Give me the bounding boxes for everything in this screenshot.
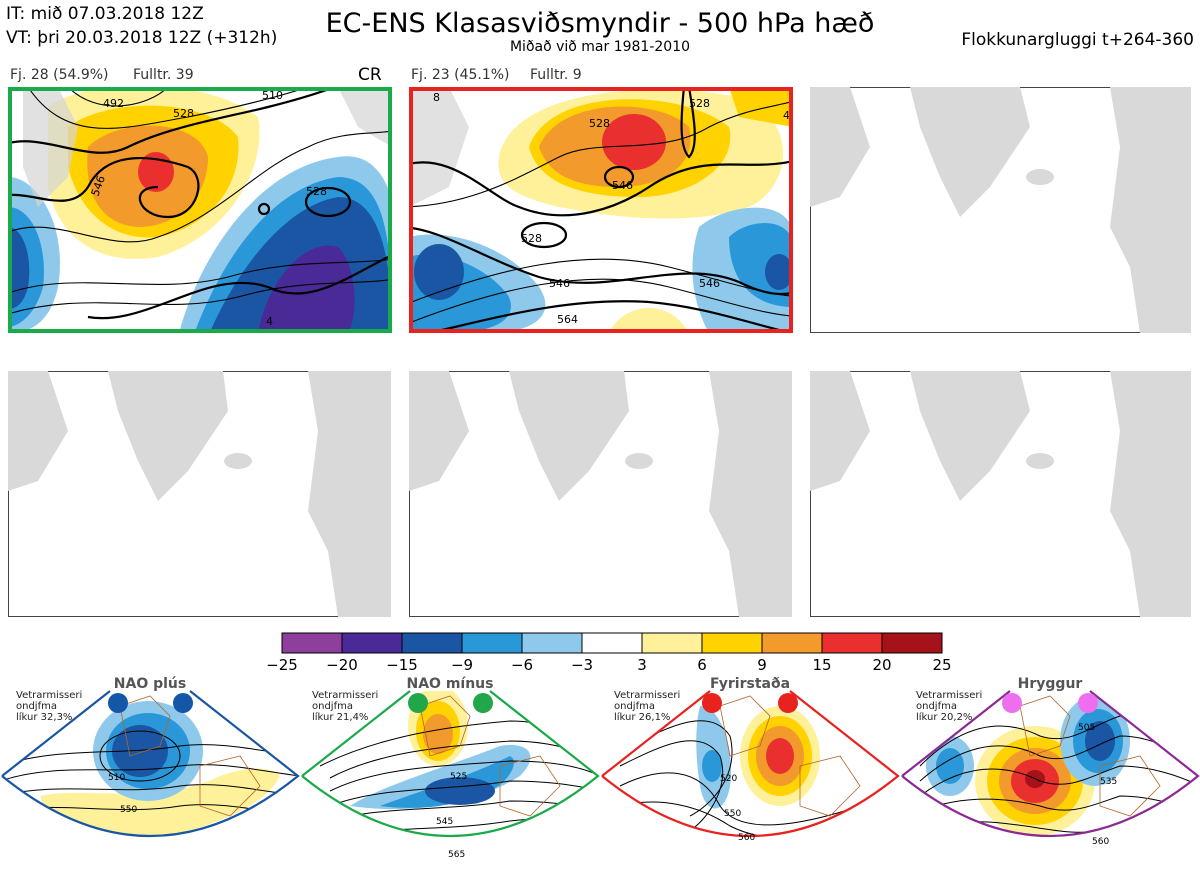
regime-name: Fyrirstaða — [709, 676, 791, 692]
colorbar-swatch — [521, 632, 583, 654]
colorbar-tick-label: 9 — [757, 656, 767, 674]
cluster-2-label: Fj. 23 (45.1%) — [411, 67, 510, 83]
colorbar-swatch — [281, 632, 343, 654]
colorbar-tick-label: −20 — [326, 656, 358, 674]
page-subtitle: Miðað við mar 1981-2010 — [509, 39, 691, 55]
colorbar-swatch — [821, 632, 883, 654]
contour-label: 505 — [1078, 723, 1095, 733]
contour-label: 560 — [738, 833, 755, 843]
contour-label: 528 — [689, 97, 710, 110]
colorbar-swatch — [461, 632, 523, 654]
regime-note: Vetrarmisseri ondjfma líkur 21,4% — [312, 690, 379, 723]
colorbar — [280, 632, 944, 654]
cluster-2-map[interactable]: 528 546 528 546 546 564 528 8 4 — [409, 87, 793, 333]
colorbar-tick-label: 15 — [812, 656, 832, 674]
regime-dot — [173, 693, 193, 713]
colorbar-swatch — [641, 632, 703, 654]
valid-time: VT: þri 20.03.2018 12Z (+312h) — [6, 28, 278, 48]
colorbar-tick-label: −25 — [266, 656, 298, 674]
contour-label: 8 — [433, 91, 440, 104]
colorbar-swatch — [881, 632, 943, 654]
contour-label: 546 — [549, 277, 570, 290]
contour-label: 525 — [450, 772, 467, 782]
colorbar-tick-label: −9 — [450, 656, 474, 674]
contour-label: 528 — [173, 107, 194, 120]
cluster-1-frame — [8, 87, 392, 333]
cluster-2-representative: Fulltr. 9 — [530, 67, 582, 83]
cluster-2-frame — [409, 87, 793, 333]
regime-dot — [1078, 693, 1098, 713]
contour-label: 492 — [103, 97, 124, 110]
contour-label: 565 — [448, 850, 465, 860]
regime-note: Vetrarmisseri ondjfma líkur 20,2% — [916, 690, 983, 723]
regime-note: Vetrarmisseri ondjfma líkur 26,1% — [614, 690, 681, 723]
regime-dot — [778, 693, 798, 713]
regime-dot — [108, 693, 128, 713]
regime-name: NAO mínus — [406, 676, 494, 692]
contour-label: 528 — [306, 185, 327, 198]
contour-label: 4 — [266, 315, 273, 328]
contour-label: 520 — [720, 774, 737, 784]
colorbar-tick-label: −15 — [386, 656, 418, 674]
colorbar-tick-label: 3 — [637, 656, 647, 674]
contour-label: 550 — [120, 805, 137, 815]
contour-label: 528 — [521, 232, 542, 245]
contour-label: 546 — [612, 179, 633, 192]
contour-label: 546 — [699, 277, 720, 290]
page-title: EC-ENS Klasasviðsmyndir - 500 hPa hæð — [325, 8, 875, 39]
regime-blocking[interactable]: 520 550 560 Fyrirstaða Vetrarmisseri ondj… — [600, 666, 900, 871]
contour-label: 560 — [1092, 837, 1109, 847]
colorbar-swatch — [761, 632, 823, 654]
regime-dot — [473, 693, 493, 713]
colorbar-tick-label: 6 — [697, 656, 707, 674]
contour-label: 545 — [436, 817, 453, 827]
colorbar-tick-label: 25 — [932, 656, 952, 674]
regime-dot — [702, 693, 722, 713]
colorbar-tick-label: −6 — [510, 656, 534, 674]
empty-map-panel — [409, 371, 792, 617]
empty-map-panel — [8, 371, 391, 617]
regime-nao-plus[interactable]: 510 550 NAO plús Vetrarmisseri ondjfma lík… — [0, 666, 300, 871]
regime-dot — [408, 693, 428, 713]
contour-label: 535 — [1100, 777, 1117, 787]
empty-map-panel — [810, 87, 1191, 333]
colorbar-swatch — [401, 632, 463, 654]
contour-label: 510 — [262, 89, 283, 102]
colorbar-swatch — [581, 632, 643, 654]
regime-name: NAO plús — [113, 676, 187, 692]
regime-note: Vetrarmisseri ondjfma líkur 32,3% — [16, 690, 83, 723]
regime-name: Hryggur — [1017, 676, 1083, 692]
cluster-1-regime-code: CR — [358, 65, 382, 85]
regime-ridge[interactable]: 505 535 560 Hryggur Vetrarmisseri ondjfma… — [900, 666, 1200, 871]
contour-label: 510 — [108, 773, 125, 783]
empty-map-panel — [810, 371, 1191, 617]
cluster-1-map[interactable]: 492 528 546 528 510 4 — [8, 87, 392, 333]
contour-label: 564 — [557, 313, 578, 326]
colorbar-swatch — [701, 632, 763, 654]
colorbar-tick-label: 20 — [872, 656, 892, 674]
colorbar-tick-label: −3 — [570, 656, 594, 674]
classification-window: Flokkunargluggi t+264-360 — [961, 30, 1194, 50]
cluster-1-representative: Fulltr. 39 — [133, 67, 194, 83]
contour-label: 4 — [783, 109, 790, 122]
regime-nao-minus[interactable]: 525 545 565 NAO mínus Vetrarmisseri ondjf… — [300, 666, 600, 871]
contour-label: 550 — [724, 809, 741, 819]
contour-label: 528 — [589, 117, 610, 130]
cluster-1-label: Fj. 28 (54.9%) — [10, 67, 109, 83]
init-time: IT: mið 07.03.2018 12Z — [6, 4, 204, 24]
colorbar-swatch — [341, 632, 403, 654]
regime-dot — [1002, 693, 1022, 713]
